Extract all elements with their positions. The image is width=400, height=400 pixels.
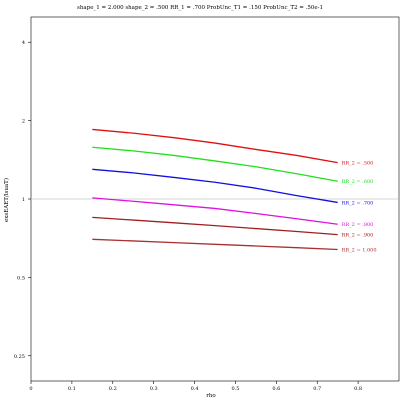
y-axis-ticks: 0.25 0.5 1 2 4 bbox=[14, 40, 31, 360]
x-tick-label: 0.2 bbox=[109, 386, 117, 392]
x-axis-ticks: 0 0.1 0.2 0.3 0.4 0.5 0.6 0.7 0.8 bbox=[29, 381, 362, 392]
x-tick-label: 0 bbox=[29, 386, 32, 392]
series-line bbox=[92, 216, 338, 236]
series-line bbox=[92, 146, 338, 182]
x-tick-label: 0.5 bbox=[231, 386, 239, 392]
series-line bbox=[92, 238, 338, 251]
y-tick-label: 0.5 bbox=[17, 275, 25, 281]
chart-title: shape_1 = 2.000 shape_2 = .500 RR_1 = .7… bbox=[77, 5, 323, 11]
x-tick-label: 0.8 bbox=[354, 386, 362, 392]
y-tick-label: 4 bbox=[22, 40, 25, 46]
x-axis-label: rho bbox=[206, 393, 216, 399]
series-label: RR_2 = .800 bbox=[342, 222, 374, 228]
y-axis-label: exsEAET/lsuaT) bbox=[3, 178, 10, 222]
y-tick-label: 0.25 bbox=[14, 354, 25, 360]
y-tick-label: 2 bbox=[22, 119, 25, 125]
x-tick-label: 0.6 bbox=[272, 386, 280, 392]
series-label: RR_2 = .900 bbox=[342, 233, 374, 239]
series-label: RR_2 = .700 bbox=[342, 200, 374, 206]
series-group: RR_2 = .500 RR_2 = .600 RR_2 = .700 RR_2 = … bbox=[92, 128, 377, 253]
series-line bbox=[92, 197, 338, 225]
x-tick-label: 0.4 bbox=[191, 386, 199, 392]
series-line bbox=[92, 128, 338, 164]
series-label: RR_2 = 1.000 bbox=[342, 247, 377, 253]
y-tick-label: 1 bbox=[22, 197, 25, 203]
series-label: RR_2 = .600 bbox=[342, 179, 374, 185]
series-label: RR_2 = .500 bbox=[342, 161, 374, 167]
x-tick-label: 0.3 bbox=[150, 386, 158, 392]
series-line bbox=[92, 168, 338, 204]
x-tick-label: 0.7 bbox=[313, 386, 321, 392]
x-tick-label: 0.1 bbox=[68, 386, 76, 392]
